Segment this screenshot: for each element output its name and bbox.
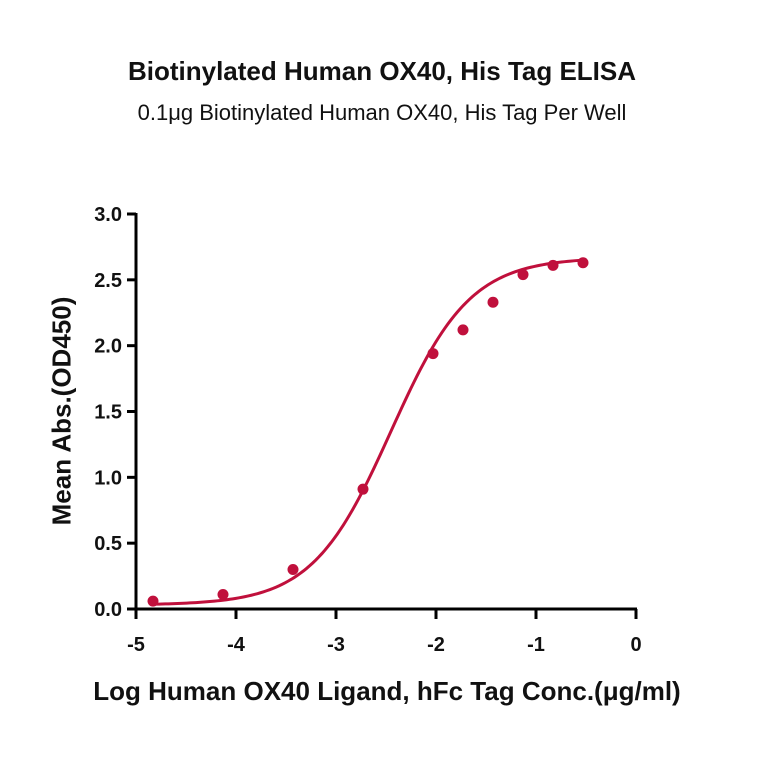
data-point — [427, 348, 439, 360]
y-tick-label: 2.5 — [94, 270, 122, 292]
x-axis-label: Log Human OX40 Ligand, hFc Tag Conc.(μg/… — [93, 676, 681, 706]
x-tick-label: -5 — [127, 634, 145, 656]
y-tick-label: 1.0 — [94, 467, 122, 489]
data-point — [287, 564, 299, 575]
data-point — [217, 589, 229, 601]
y-tick-label: 0.5 — [94, 533, 122, 555]
data-point — [487, 296, 499, 308]
data-point — [457, 324, 469, 336]
x-tick-label: 0 — [630, 634, 641, 656]
x-tick-label: -3 — [327, 634, 345, 656]
y-axis-label: Mean Abs.(OD450) — [46, 296, 77, 526]
fit-curve — [152, 258, 584, 606]
chart-subtitle: 0.1μg Biotinylated Human OX40, His Tag P… — [137, 100, 627, 125]
data-points — [147, 257, 589, 607]
x-tick-label: -2 — [427, 634, 445, 656]
x-tick-label: -4 — [227, 634, 246, 656]
x-tick-label: -1 — [527, 634, 545, 656]
data-point — [577, 257, 589, 269]
data-point — [547, 259, 559, 271]
ticks: 0.0 0.5 1.0 1.5 2.0 2.5 3.0 -5 -4 -3 -2 -1 0 — [94, 204, 641, 656]
y-tick-label: 3.0 — [94, 204, 122, 226]
y-tick-label: 2.0 — [94, 336, 122, 358]
data-point — [517, 269, 529, 281]
y-tick-label: 1.5 — [94, 402, 122, 424]
y-tick-label: 0.0 — [94, 599, 122, 621]
chart-title: Biotinylated Human OX40, His Tag ELISA — [127, 56, 637, 86]
data-point — [147, 595, 159, 607]
axes — [134, 213, 637, 611]
data-point — [357, 483, 369, 495]
